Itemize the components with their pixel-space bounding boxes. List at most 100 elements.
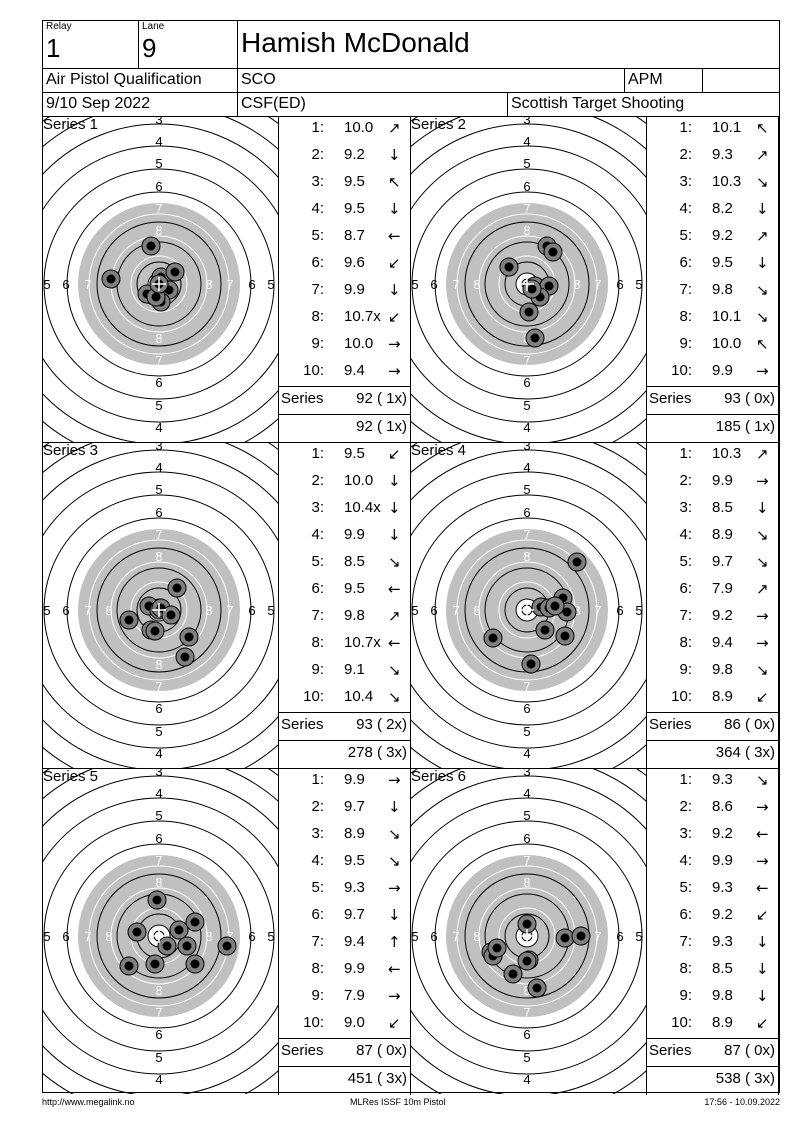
running-total: 92 ( 1x) (356, 418, 407, 435)
shot-value: 9.2 (712, 825, 733, 842)
shot-number: 1: (679, 771, 692, 788)
target-ring (130, 255, 188, 313)
direction-arrow-icon: ↙ (756, 906, 769, 924)
shot-number: 2: (311, 146, 324, 163)
target-ring (88, 539, 230, 681)
target-ring (411, 168, 643, 400)
shot-row: 1: 10.1 ↖ (646, 119, 778, 139)
series-divider (646, 1038, 779, 1039)
shot-row: 4: 9.5 ↘ (278, 852, 410, 872)
shot-number: 4: (311, 526, 324, 543)
direction-arrow-icon: → (388, 771, 401, 789)
shot-number: 8: (311, 308, 324, 325)
shot-value: 8.9 (712, 1014, 733, 1031)
ring-number: 5 (523, 1050, 530, 1065)
shot-row: 5: 9.3 ← (646, 879, 778, 899)
direction-arrow-icon: ↗ (756, 146, 769, 164)
direction-arrow-icon: ↘ (756, 281, 769, 299)
direction-arrow-icon: ↙ (388, 445, 401, 463)
shot-value: 9.7 (712, 553, 733, 570)
series-total-row: Series 87 ( 0x) (649, 1042, 775, 1059)
shot-number: 5: (311, 227, 324, 244)
shot-number: 8: (311, 960, 324, 977)
ring-number: 6 (155, 375, 162, 390)
series-total-row: Series 92 ( 1x) (281, 390, 407, 407)
shot-row: 9: 10.0 → (278, 335, 410, 355)
shot-value: 9.8 (712, 281, 733, 298)
direction-arrow-icon: ↖ (388, 173, 401, 191)
ring-number: 6 (523, 831, 530, 846)
ring-number: 7 (452, 603, 459, 618)
shot-number: 7: (679, 933, 692, 950)
organizer: Scottish Target Shooting (511, 95, 685, 112)
direction-arrow-icon: ↘ (756, 173, 769, 191)
footer-url[interactable]: http://www.megalink.no (42, 1097, 135, 1107)
shot-value: 8.5 (712, 499, 733, 516)
shot-value: 8.5 (344, 553, 365, 570)
club-cell: CSF(ED) (237, 92, 508, 117)
direction-arrow-icon: ↓ (756, 254, 769, 272)
running-total: 538 ( 3x) (715, 1070, 775, 1087)
direction-arrow-icon: ↖ (756, 119, 769, 137)
series-total-row: Series 86 ( 0x) (649, 716, 775, 733)
ring-number: 8 (105, 929, 112, 944)
direction-arrow-icon: ↓ (756, 200, 769, 218)
direction-arrow-icon: ↘ (388, 825, 401, 843)
nation: SCO (241, 71, 276, 88)
ring-number: 5 (523, 156, 530, 171)
total-divider (646, 414, 779, 415)
shot-number: 6: (679, 580, 692, 597)
ring-number: 7 (594, 277, 601, 292)
total-divider (278, 414, 411, 415)
lane-cell: Lane 9 (138, 20, 238, 69)
shot-center (150, 626, 160, 636)
direction-arrow-icon: ↘ (388, 688, 401, 706)
series-score: 93 ( 0x) (724, 390, 775, 407)
shot-row: 5: 8.5 ↘ (278, 553, 410, 573)
ring-number: 6 (155, 1027, 162, 1042)
target-ring (96, 547, 222, 673)
shot-center (540, 625, 550, 635)
shot-center (166, 610, 176, 620)
ring-number: 7 (523, 353, 530, 368)
shot-value: 9.9 (344, 281, 365, 298)
shot-number: 10: (303, 1014, 324, 1031)
ring-number: 7 (155, 679, 162, 694)
target-6: 34567887654356788765 (411, 768, 647, 1094)
ring-number: 7 (155, 201, 162, 216)
series-label: Series 3 (43, 442, 99, 459)
lane-value: 9 (142, 33, 157, 63)
shot-center (504, 262, 514, 272)
relay-cell: Relay 1 (42, 20, 139, 69)
shot-value: 10.0 (344, 472, 374, 489)
lane-label: Lane (142, 21, 165, 32)
target-ring (411, 775, 647, 1094)
direction-arrow-icon: ↘ (756, 308, 769, 326)
shot-center (544, 281, 554, 291)
ring-number: 5 (411, 929, 418, 944)
shot-row: 10: 9.0 ↙ (278, 1014, 410, 1034)
direction-arrow-icon: ← (756, 825, 769, 843)
shot-center (526, 659, 536, 669)
shot-value: 7.9 (344, 987, 365, 1004)
shot-number: 8: (311, 634, 324, 651)
total-divider (646, 740, 779, 741)
ring-number: 4 (523, 420, 530, 435)
relay-label: Relay (46, 21, 72, 32)
shot-value: 9.3 (344, 879, 365, 896)
shot-value: 10.0 (344, 119, 374, 136)
target-ring (116, 567, 202, 653)
target-ring (43, 123, 279, 442)
ring-number: 6 (62, 603, 69, 618)
ring-number: 8 (205, 603, 212, 618)
block-separator (410, 768, 778, 769)
target-ring (110, 561, 208, 659)
ring-number: 8 (473, 929, 480, 944)
shot-center (151, 292, 161, 302)
shot-row: 6: 9.5 ↓ (646, 254, 778, 274)
shot-row: 2: 10.0 ↓ (278, 472, 410, 492)
shot-row: 8: 9.4 → (646, 634, 778, 654)
shot-number: 6: (311, 254, 324, 271)
shot-number: 2: (679, 146, 692, 163)
ring-number: 4 (155, 1072, 162, 1087)
